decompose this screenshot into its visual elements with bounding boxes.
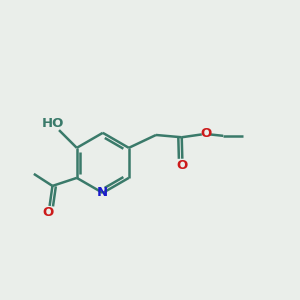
Text: N: N — [97, 186, 108, 200]
Text: O: O — [43, 206, 54, 219]
Text: HO: HO — [42, 117, 64, 130]
Text: O: O — [177, 158, 188, 172]
Text: O: O — [200, 127, 212, 140]
